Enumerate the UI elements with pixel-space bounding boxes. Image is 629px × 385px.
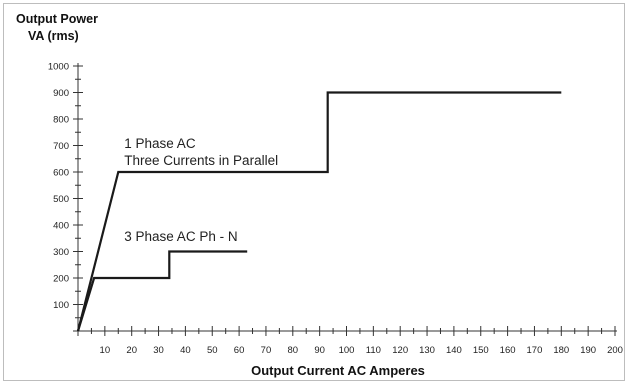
series-line-1 bbox=[76, 91, 562, 332]
y-tick-label: 200 bbox=[53, 274, 69, 285]
x-tick-label: 20 bbox=[126, 345, 137, 356]
chart-frame bbox=[3, 3, 625, 381]
x-tick-label: 110 bbox=[366, 345, 381, 356]
x-tick-label: 150 bbox=[473, 345, 489, 356]
x-tick-label: 130 bbox=[419, 345, 435, 356]
x-tick-label: 50 bbox=[207, 345, 218, 356]
chart-title-line-1: Output Power bbox=[16, 12, 98, 26]
series-line-2 bbox=[76, 250, 248, 332]
axes bbox=[77, 63, 617, 332]
annotation-1-line-1: 1 Phase AC bbox=[124, 136, 196, 151]
chart-title-line-2: VA (rms) bbox=[28, 29, 79, 43]
x-tick-label: 120 bbox=[392, 345, 408, 356]
y-tick-label: 500 bbox=[53, 194, 69, 205]
y-tick-label: 100 bbox=[53, 300, 69, 311]
annotations: 1 Phase AC Three Currents in Parallel 3 Ph… bbox=[124, 136, 278, 244]
y-tick-label: 900 bbox=[53, 88, 69, 99]
x-tick-label: 10 bbox=[100, 345, 111, 356]
x-tick-label: 140 bbox=[446, 345, 462, 356]
x-tick-label: 70 bbox=[261, 345, 272, 356]
y-tick-label: 300 bbox=[53, 247, 69, 258]
x-tick-label: 30 bbox=[153, 345, 164, 356]
x-tick-label: 40 bbox=[180, 345, 191, 356]
annotation-2-line-1: 3 Phase AC Ph - N bbox=[124, 229, 237, 244]
x-tick-label: 60 bbox=[234, 345, 245, 356]
x-tick-label: 80 bbox=[288, 345, 299, 356]
y-tick-label: 400 bbox=[53, 221, 69, 232]
x-tick-label: 200 bbox=[607, 345, 623, 356]
x-tick-label: 100 bbox=[339, 345, 355, 356]
y-tick-label: 800 bbox=[53, 115, 69, 126]
y-tick-label: 700 bbox=[53, 141, 69, 152]
chart-title: Output Power VA (rms) bbox=[16, 12, 98, 43]
x-tick-label: 180 bbox=[553, 345, 569, 356]
series-group bbox=[76, 91, 562, 332]
y-tick-label: 600 bbox=[53, 168, 69, 179]
x-tick-label: 170 bbox=[527, 345, 543, 356]
x-tick-label: 160 bbox=[500, 345, 516, 356]
x-tick-label: 90 bbox=[314, 345, 325, 356]
x-tick-label: 190 bbox=[580, 345, 596, 356]
x-axis-label: Output Current AC Amperes bbox=[251, 363, 425, 378]
y-tick-label: 1000 bbox=[48, 62, 69, 73]
ticks: 100 200 300 400 500 600 700 800 900 1000 10 20 30 40 5… bbox=[48, 62, 623, 357]
annotation-1-line-2: Three Currents in Parallel bbox=[124, 153, 278, 168]
